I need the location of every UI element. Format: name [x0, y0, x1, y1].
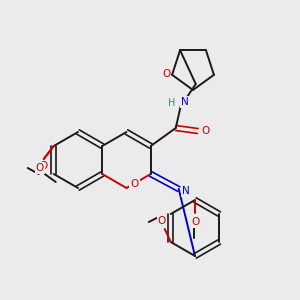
Text: O: O: [36, 163, 44, 173]
Text: H: H: [168, 98, 176, 108]
Text: O: O: [202, 126, 210, 136]
Text: O: O: [40, 161, 48, 171]
Text: O: O: [130, 179, 139, 189]
Text: O: O: [192, 217, 200, 227]
Text: O: O: [162, 69, 170, 79]
Text: O: O: [158, 216, 166, 226]
Text: N: N: [182, 186, 190, 196]
Text: N: N: [181, 97, 189, 107]
